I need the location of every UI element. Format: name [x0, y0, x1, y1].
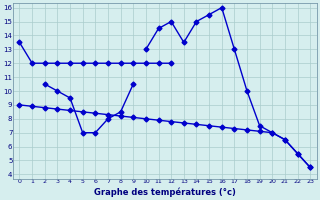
X-axis label: Graphe des températures (°c): Graphe des températures (°c)	[94, 187, 236, 197]
